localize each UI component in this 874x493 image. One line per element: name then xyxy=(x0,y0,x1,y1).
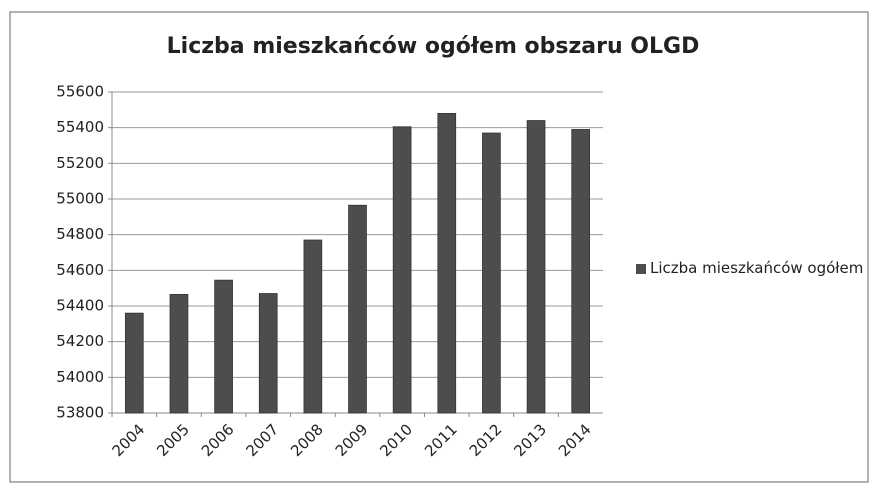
y-tick-label: 54800 xyxy=(56,225,104,243)
x-tick-label: 2013 xyxy=(510,420,550,460)
x-tick-label: 2006 xyxy=(198,420,238,460)
y-tick-label: 55400 xyxy=(56,118,104,136)
bar xyxy=(526,120,546,414)
bar xyxy=(258,293,278,414)
x-tick-label: 2011 xyxy=(421,420,461,460)
x-tick-label: 2004 xyxy=(109,420,149,460)
y-tick-label: 54000 xyxy=(56,368,104,386)
legend-swatch xyxy=(636,264,646,274)
y-tick-label: 54600 xyxy=(56,261,104,279)
bar xyxy=(392,126,412,414)
bar xyxy=(303,239,323,414)
y-tick-label: 53800 xyxy=(56,404,104,422)
y-tick-label: 55600 xyxy=(56,83,104,101)
legend-label: Liczba mieszkańców ogółem xyxy=(650,259,864,277)
x-tick-label: 2010 xyxy=(376,420,416,460)
y-tick-label: 54400 xyxy=(56,297,104,315)
y-tick-label: 54200 xyxy=(56,332,104,350)
x-tick-label: 2005 xyxy=(153,420,193,460)
x-tick-label: 2012 xyxy=(466,420,506,460)
bar xyxy=(124,312,144,414)
bar xyxy=(169,294,189,414)
x-tick-label: 2014 xyxy=(555,420,595,460)
y-tick-label: 55000 xyxy=(56,190,104,208)
bar xyxy=(571,129,591,414)
bar xyxy=(214,279,233,414)
x-tick-label: 2008 xyxy=(287,420,327,460)
bar xyxy=(437,113,457,414)
legend: Liczba mieszkańców ogółem xyxy=(636,259,866,277)
x-tick-label: 2007 xyxy=(243,420,283,460)
x-tick-label: 2009 xyxy=(332,420,372,460)
bar xyxy=(482,132,501,414)
y-tick-label: 55200 xyxy=(56,154,104,172)
chart-title: Liczba mieszkańców ogółem obszaru OLGD xyxy=(167,34,700,59)
chart-frame xyxy=(9,11,869,483)
bar xyxy=(348,204,367,414)
